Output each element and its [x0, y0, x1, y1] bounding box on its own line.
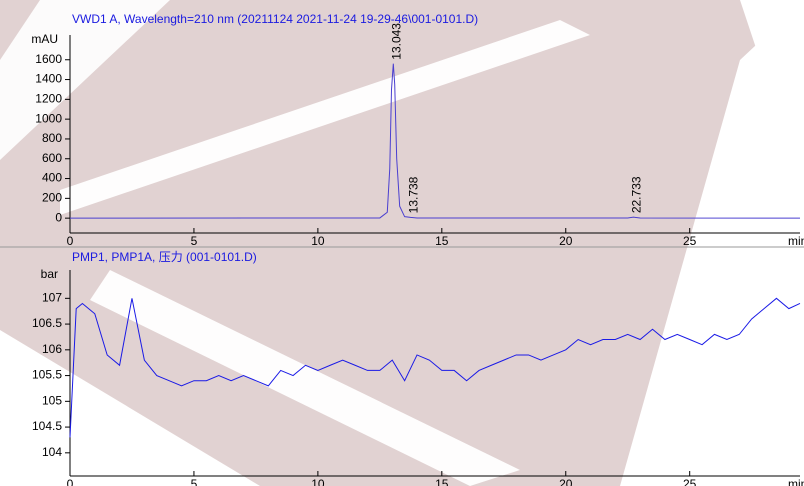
y-tick-label: 105 [42, 393, 62, 407]
x-tick-label: 0 [67, 234, 74, 248]
x-axis-label: min [788, 234, 804, 248]
x-tick-label: 20 [559, 234, 573, 248]
x-tick-label: 5 [191, 234, 198, 248]
trace [69, 63, 801, 219]
y-tick-label: 800 [42, 131, 62, 145]
y-tick-label: 1200 [35, 92, 62, 106]
peak-label: 13.738 [407, 176, 421, 213]
y-tick-label: 106 [42, 342, 62, 356]
y-axis-label: bar [41, 267, 58, 281]
x-tick-label: 0 [67, 477, 74, 486]
peak-label: 13.043 [389, 23, 403, 60]
x-tick-label: 10 [311, 234, 325, 248]
x-axis-label: min [788, 477, 804, 486]
y-tick-label: 1000 [35, 111, 62, 125]
y-tick-label: 600 [42, 151, 62, 165]
y-tick-label: 1600 [35, 52, 62, 66]
x-tick-label: 10 [311, 477, 325, 486]
y-axis-label: mAU [31, 32, 58, 46]
x-tick-label: 15 [435, 477, 449, 486]
x-tick-label: 25 [683, 477, 697, 486]
y-tick-label: 107 [42, 290, 62, 304]
y-tick-label: 200 [42, 191, 62, 205]
y-tick-label: 0 [55, 210, 62, 224]
y-tick-label: 1400 [35, 72, 62, 86]
x-tick-label: 15 [435, 234, 449, 248]
trace [69, 297, 801, 438]
chart-title: PMP1, PMP1A, 压力 (001-0101.D) [72, 250, 257, 264]
x-tick-label: 5 [191, 477, 198, 486]
y-tick-label: 400 [42, 171, 62, 185]
y-tick-label: 106.5 [32, 316, 62, 330]
peak-label: 22.733 [630, 176, 644, 213]
x-tick-label: 20 [559, 477, 573, 486]
x-tick-label: 25 [683, 234, 697, 248]
y-tick-label: 104 [42, 445, 62, 459]
chart-title: VWD1 A, Wavelength=210 nm (20211124 2021… [72, 12, 478, 26]
y-tick-label: 105.5 [32, 368, 62, 382]
y-tick-label: 104.5 [32, 419, 62, 433]
